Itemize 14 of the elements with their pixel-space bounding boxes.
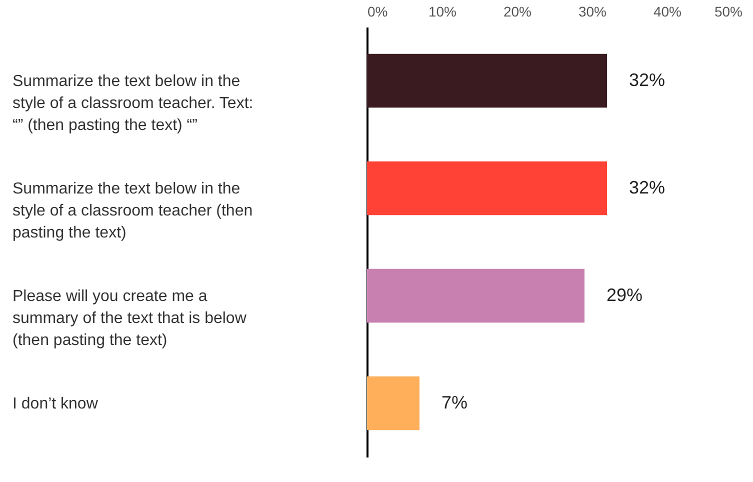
y-tick-label: Summarize the text below in the style of a classroom teacher. Text: “” (then pasting the text) “” [12, 72, 254, 134]
x-tick-label: 0% [368, 4, 388, 20]
data-label: 32% [629, 177, 666, 198]
x-tick-label: 50% [714, 4, 742, 20]
y-tick-label: I don’t know [12, 395, 98, 412]
x-tick-label: 40% [653, 4, 682, 20]
data-label: 32% [629, 70, 666, 90]
data-label: 29% [606, 284, 643, 305]
data-label: 7% [442, 392, 468, 412]
x-tick-label: 10% [428, 4, 457, 20]
x-tick-label: 20% [503, 4, 532, 20]
x-tick-label: 30% [578, 4, 607, 20]
y-tick-label: Please will you create me a summary of the text that is below (then pasting the text) [12, 288, 247, 349]
y-tick-label: Summarize the text below in the style of a classroom teacher (then pasting the text) [12, 180, 253, 242]
